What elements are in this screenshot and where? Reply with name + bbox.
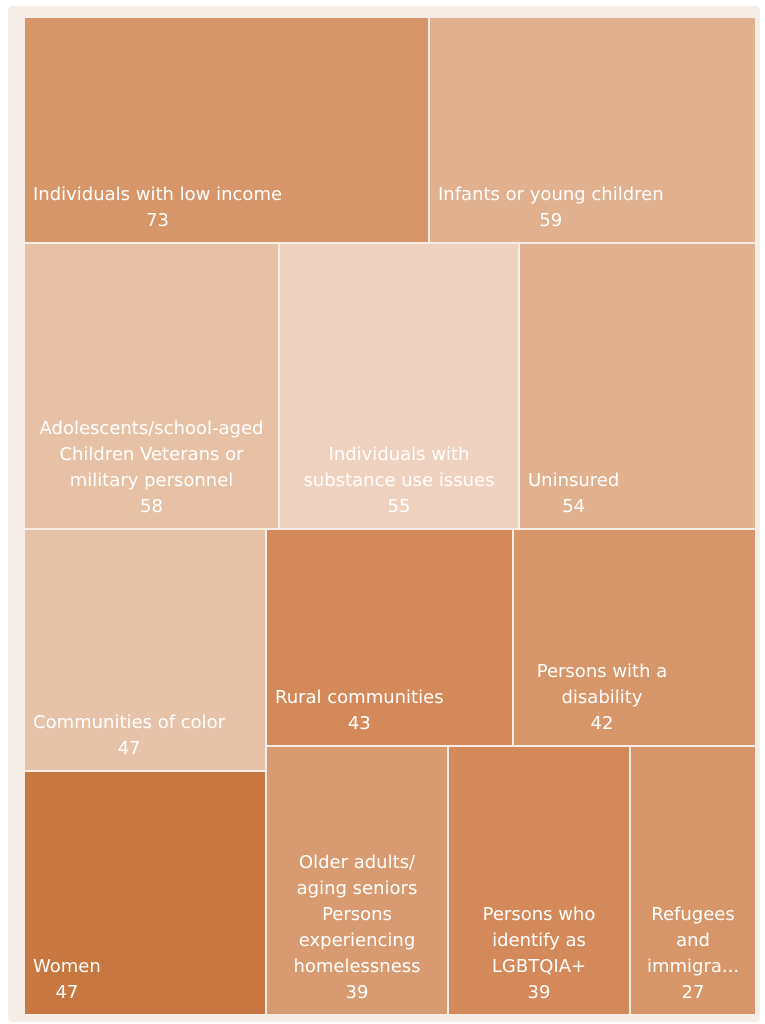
tile: Adolescents/school-aged Children Veteran… bbox=[25, 244, 278, 528]
tile-label: Communities of color bbox=[33, 712, 226, 733]
tile-label: Refugees and immigra... bbox=[646, 904, 740, 977]
tile-value: 39 bbox=[527, 982, 551, 1003]
tile-text: Women 47 bbox=[33, 954, 101, 1006]
tile: Uninsured 54 bbox=[520, 244, 755, 528]
tile-text: Persons who identify as LGBTQIA+ 39 bbox=[469, 902, 609, 1006]
tile: Older adults/ aging seniors Persons expe… bbox=[267, 747, 447, 1014]
tile-value: 43 bbox=[347, 713, 371, 734]
tile: Rural communities 43 bbox=[267, 530, 512, 745]
tile-value: 47 bbox=[117, 738, 141, 759]
tile-text: Refugees and immigra... 27 bbox=[643, 902, 743, 1006]
tile: Persons who identify as LGBTQIA+ 39 bbox=[449, 747, 629, 1014]
tile: Communities of color 47 bbox=[25, 530, 265, 770]
tile: Infants or young children 59 bbox=[430, 18, 755, 242]
tile-text: Individuals with substance use issues 55 bbox=[289, 442, 509, 520]
tile-text: Infants or young children 59 bbox=[438, 182, 664, 234]
tile: Individuals with low income 73 bbox=[25, 18, 428, 242]
tile-label: Persons with a disability bbox=[536, 661, 668, 708]
tile-text: Persons with a disability 42 bbox=[522, 659, 682, 737]
tile-label: Individuals with substance use issues bbox=[303, 444, 495, 491]
tile-label: Uninsured bbox=[528, 470, 620, 491]
tile-label: Infants or young children bbox=[438, 184, 664, 205]
tile-label: Adolescents/school-aged Children Veteran… bbox=[39, 418, 264, 491]
tile-text: Adolescents/school-aged Children Veteran… bbox=[37, 416, 267, 520]
tile-value: 55 bbox=[387, 496, 411, 517]
tile-label: Rural communities bbox=[275, 687, 444, 708]
tile-label: Older adults/ aging seniors Persons expe… bbox=[293, 852, 421, 977]
tile: Refugees and immigra... 27 bbox=[631, 747, 755, 1014]
tile-text: Older adults/ aging seniors Persons expe… bbox=[277, 850, 437, 1006]
tile-label: Individuals with low income bbox=[33, 184, 283, 205]
tile-value: 47 bbox=[55, 982, 79, 1003]
tile-text: Individuals with low income 73 bbox=[33, 182, 282, 234]
tile-value: 58 bbox=[140, 496, 163, 517]
tile-value: 59 bbox=[539, 210, 563, 231]
tile-value: 39 bbox=[345, 982, 369, 1003]
tile-value: 73 bbox=[146, 210, 169, 231]
tile-text: Rural communities 43 bbox=[275, 685, 444, 737]
tile-label: Women bbox=[33, 956, 101, 977]
tile-label: Persons who identify as LGBTQIA+ bbox=[482, 904, 596, 977]
tile-value: 42 bbox=[590, 713, 614, 734]
tile-value: 27 bbox=[681, 982, 705, 1003]
tile: Women 47 bbox=[25, 772, 265, 1014]
tile-value: 54 bbox=[562, 496, 586, 517]
tile: Individuals with substance use issues 55 bbox=[280, 244, 518, 528]
tile-text: Communities of color 47 bbox=[33, 710, 225, 762]
tile: Persons with a disability 42 bbox=[514, 530, 755, 745]
tile-text: Uninsured 54 bbox=[528, 468, 619, 520]
